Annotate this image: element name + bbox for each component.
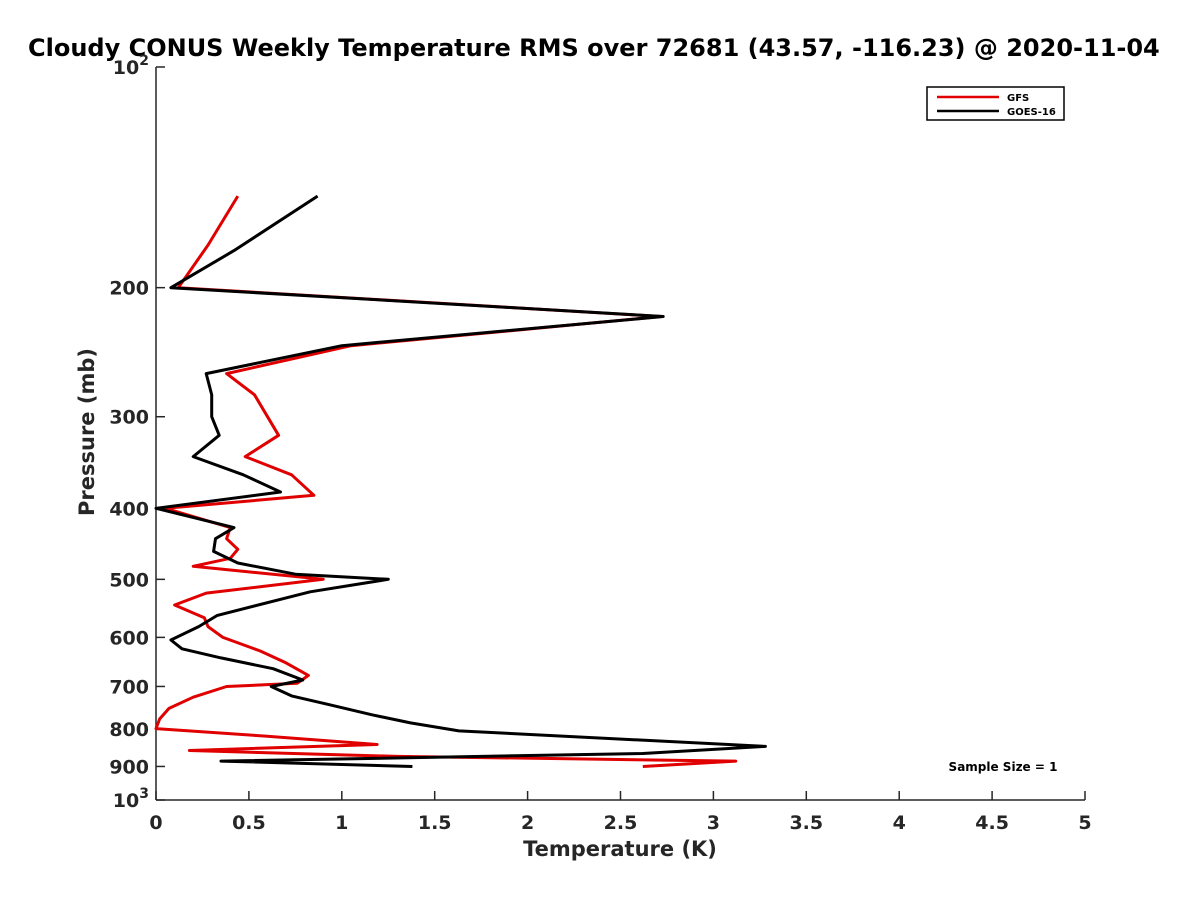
x-tick-label: 1.5 xyxy=(418,812,452,834)
y-axis-label: Pressure (mb) xyxy=(75,348,99,516)
y-tick-label: 500 xyxy=(109,569,149,591)
series-line-goes-16 xyxy=(154,194,767,768)
legend-label: GOES-16 xyxy=(1007,107,1056,118)
x-tick-label: 3 xyxy=(707,812,720,834)
x-tick-label: 5 xyxy=(1078,812,1091,834)
y-tick-label: 103 xyxy=(113,786,149,812)
x-tick-label: 0.5 xyxy=(232,812,266,834)
x-tick-label: 4.5 xyxy=(975,812,1009,834)
x-tick-label: 0 xyxy=(149,812,162,834)
x-axis-label: Temperature (K) xyxy=(523,837,717,861)
legend-label: GFS xyxy=(1007,93,1029,104)
y-tick-label: 300 xyxy=(109,407,149,429)
chart-title: Cloudy CONUS Weekly Temperature RMS over… xyxy=(28,34,1160,62)
y-tick-label: 200 xyxy=(109,278,149,300)
x-tick-label: 2.5 xyxy=(604,812,638,834)
y-tick-label: 600 xyxy=(109,627,149,649)
series-line-gfs xyxy=(154,195,738,768)
y-tick-label: 800 xyxy=(109,719,149,741)
x-tick-label: 4 xyxy=(893,812,906,834)
x-tick-label: 2 xyxy=(521,812,534,834)
x-tick-label: 1 xyxy=(335,812,348,834)
y-tick-label: 900 xyxy=(109,756,149,778)
y-tick-label: 700 xyxy=(109,676,149,698)
sample-size-annotation: Sample Size = 1 xyxy=(949,760,1058,774)
x-tick-label: 3.5 xyxy=(789,812,823,834)
y-tick-label: 102 xyxy=(113,53,149,79)
legend-box xyxy=(926,86,1065,121)
y-tick-label: 400 xyxy=(109,498,149,520)
